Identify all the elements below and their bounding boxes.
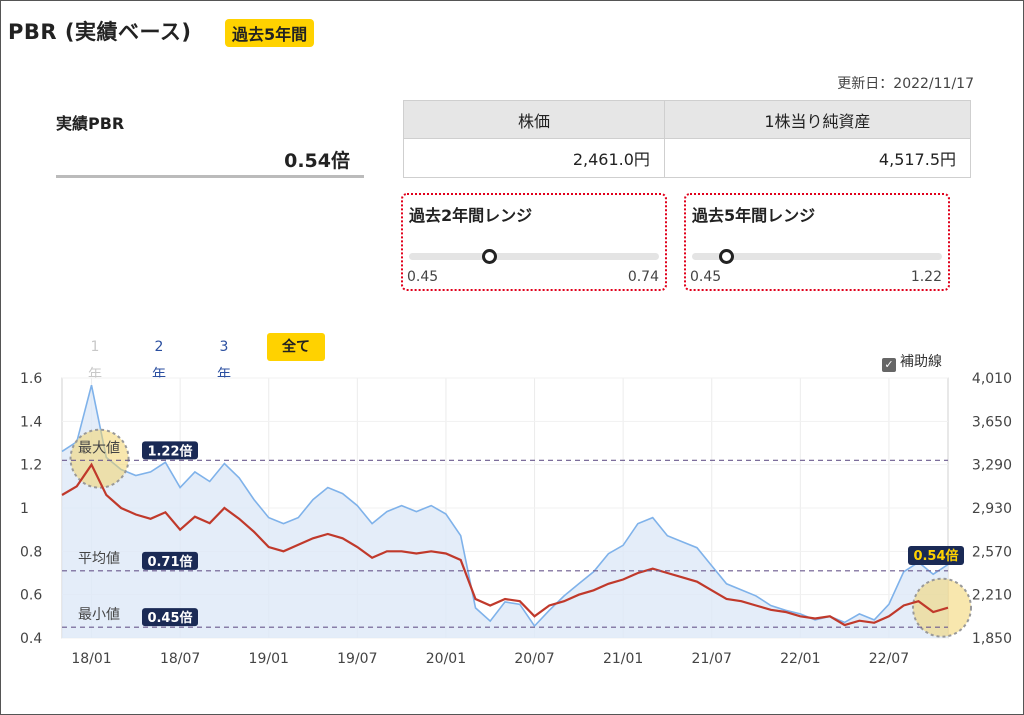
price-value: 2,461.0円: [403, 138, 665, 178]
y-left-tick-label: 0.8: [20, 544, 42, 560]
reference-tag-box: [142, 551, 198, 570]
range-2y-min: 0.45: [407, 269, 439, 285]
range-5y-title: 過去5年間レンジ: [692, 206, 816, 225]
range-5y-max: 1.22: [910, 269, 942, 285]
y-right-tick-label: 2,930: [972, 501, 1012, 517]
y-right-tick-label: 1,850: [972, 631, 1012, 647]
current-tag-text: 0.54倍: [913, 548, 958, 564]
reference-tag-text: 1.22倍: [147, 443, 192, 459]
y-right-tick-label: 2,570: [972, 544, 1012, 560]
range-5y-marker: [719, 249, 735, 264]
price-table: 株価 1株当り純資産 2,461.0円 4,517.5円: [403, 100, 972, 178]
current-highlight-circle: [912, 577, 972, 638]
x-tick-label: 18/07: [160, 651, 200, 667]
tab-2y[interactable]: 2年: [152, 339, 166, 383]
aux-line-label: 補助線: [900, 354, 942, 370]
y-right-tick-label: 3,650: [972, 414, 1012, 430]
y-left-tick-label: 1.4: [20, 414, 42, 430]
tab-all[interactable]: 全て: [267, 333, 325, 361]
reference-line-label: 最大値: [78, 440, 120, 456]
y-left-tick-label: 0.4: [20, 631, 42, 647]
pbr-chart: 18/01 18/07 19/01 19/07 20/01 20/07 21/01 21/07…: [20, 371, 1012, 667]
y-left-tick-label: 1.6: [20, 371, 42, 387]
x-tick-label: 18/01: [71, 651, 111, 667]
x-tick-label: 19/01: [249, 651, 289, 667]
x-tick-label: 20/01: [426, 651, 466, 667]
y-left-tick-label: 1.2: [20, 458, 42, 474]
page-title: PBR (実績ベース): [8, 20, 192, 44]
updated-date: 更新日：2022/11/17: [837, 76, 974, 92]
reference-line-label: 平均値: [78, 551, 120, 567]
x-tick-label: 21/07: [692, 651, 732, 667]
x-tick-label: 22/07: [869, 651, 909, 667]
y-right-tick-label: 3,290: [972, 458, 1012, 474]
reference-tag-text: 0.45倍: [147, 610, 192, 626]
x-tick-label: 20/07: [514, 651, 554, 667]
price-area: [62, 385, 948, 638]
bps-header: 1株当り純資産: [663, 100, 972, 139]
range-5y-track: [692, 253, 942, 260]
y-right-tick-label: 2,210: [972, 588, 1012, 604]
pbr-line: [61, 462, 949, 627]
range-5y-box: 過去5年間レンジ 0.45 1.22: [684, 193, 950, 291]
price-header: 株価: [403, 100, 665, 139]
reference-line-label: 最小値: [78, 607, 120, 623]
period-badge: 過去5年間: [225, 19, 315, 47]
range-2y-marker: [481, 249, 497, 264]
y-left-tick-label: 1: [20, 501, 29, 517]
tab-3y[interactable]: 3年: [217, 339, 231, 383]
current-tag-box: [908, 546, 964, 565]
range-5y-min: 0.45: [690, 269, 722, 285]
reference-tag-text: 0.71倍: [147, 554, 192, 570]
x-tick-label: 19/07: [337, 651, 377, 667]
y-left-tick-label: 0.6: [20, 588, 42, 604]
range-2y-max: 0.74: [627, 269, 659, 285]
reference-tag-box: [142, 608, 198, 627]
aux-line-toggle[interactable]: ✓ 補助線: [882, 351, 942, 372]
range-2y-box: 過去2年間レンジ 0.45 0.74: [401, 193, 667, 291]
checkbox-checked-icon[interactable]: ✓: [882, 358, 896, 372]
pbr-underline: [56, 175, 364, 178]
pbr-label: 実績PBR: [56, 114, 125, 133]
bps-value: 4,517.5円: [663, 138, 972, 178]
price-table-value-row: 2,461.0円 4,517.5円: [403, 138, 972, 178]
tab-1y: 1年: [88, 339, 102, 383]
range-2y-title: 過去2年間レンジ: [409, 206, 533, 225]
price-table-header-row: 株価 1株当り純資産: [403, 100, 972, 139]
x-tick-label: 22/01: [780, 651, 820, 667]
y-right-tick-label: 4,010: [972, 371, 1012, 387]
x-tick-label: 21/01: [603, 651, 643, 667]
pbr-value: 0.54倍: [284, 150, 350, 172]
price-line: [61, 384, 949, 628]
reference-tag-box: [142, 441, 198, 460]
range-2y-track: [409, 253, 659, 260]
